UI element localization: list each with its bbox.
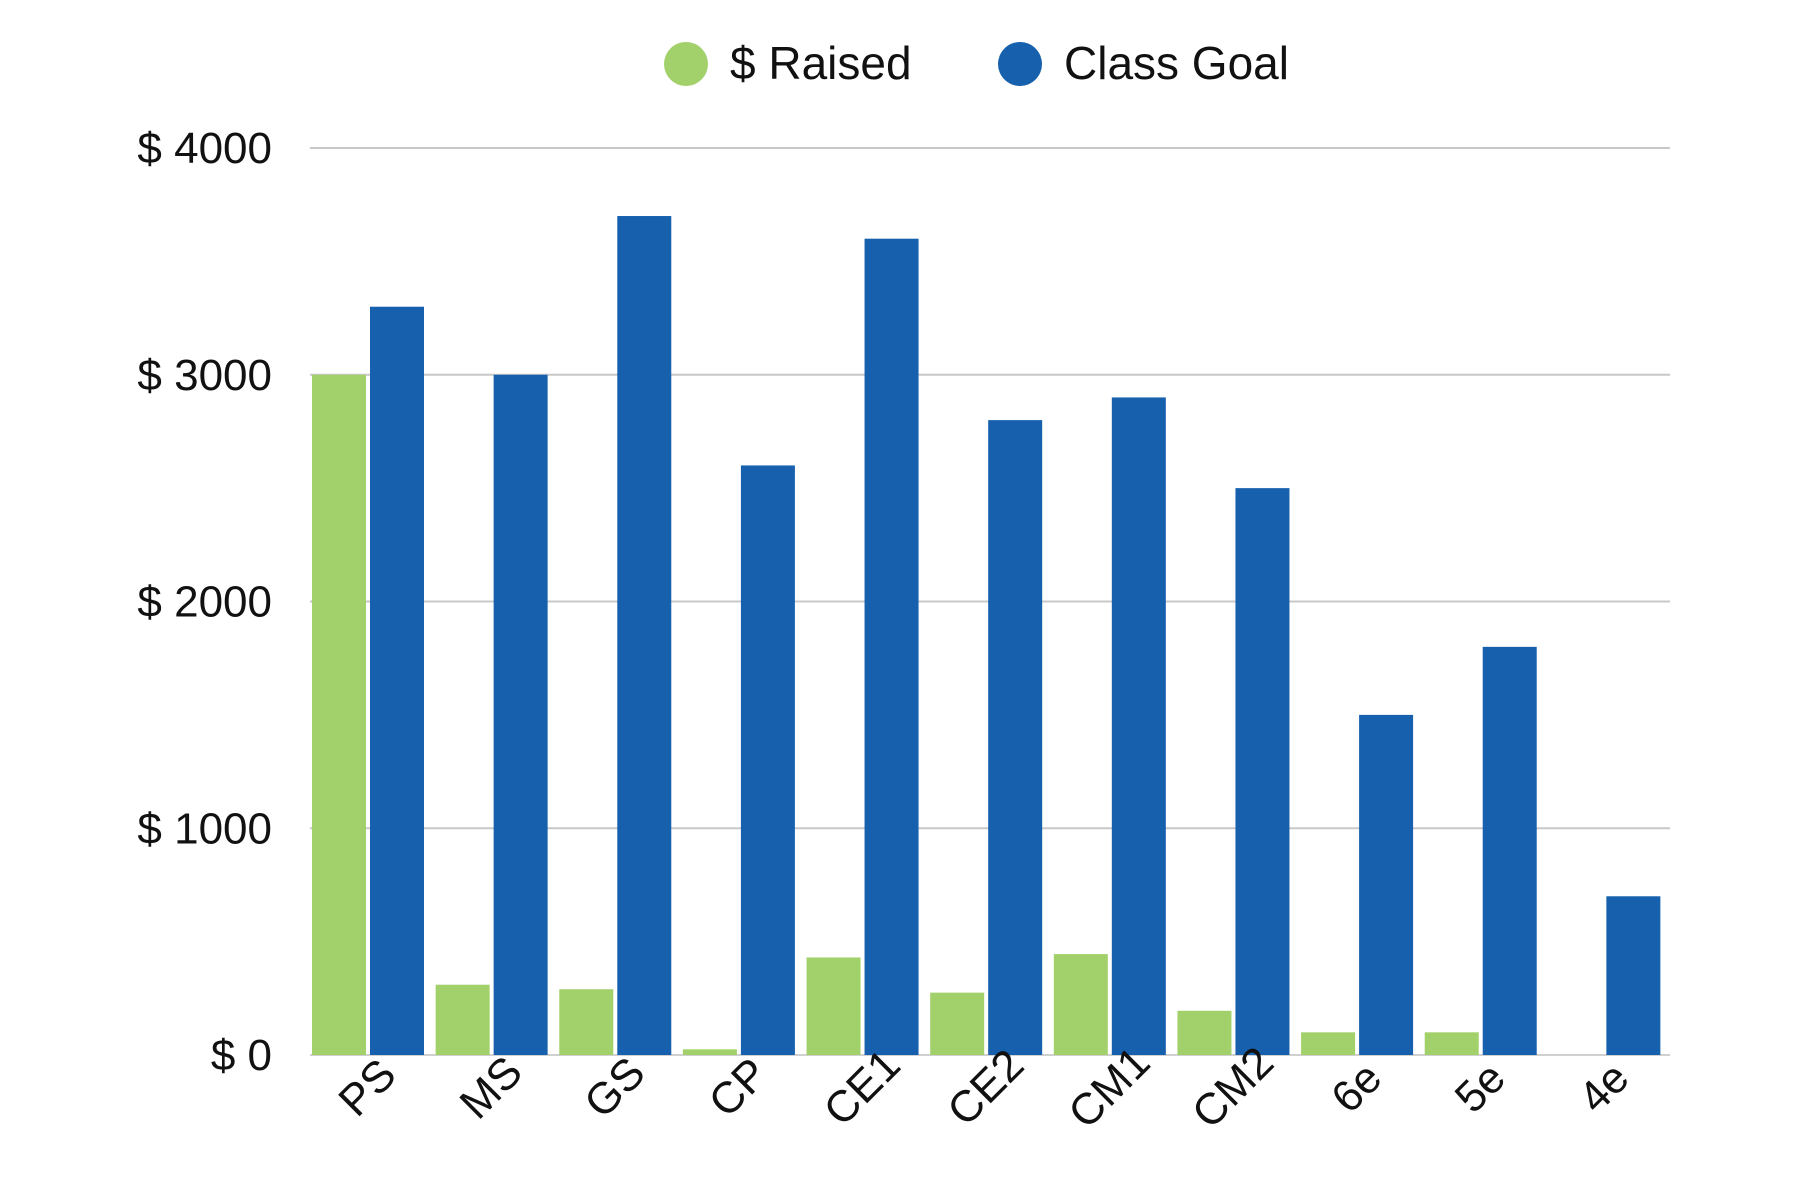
bar-raised-GS — [559, 989, 614, 1055]
bar-raised-PS — [312, 374, 366, 1055]
bar-raised-6e — [1301, 1032, 1356, 1055]
bar-class-goal-CM1 — [1111, 397, 1166, 1055]
bar-group-CM1 — [1053, 397, 1166, 1055]
bar-class-goal-CP — [740, 465, 795, 1055]
bar-group-4e — [1606, 896, 1661, 1055]
bar-class-goal-6e — [1359, 714, 1414, 1055]
x-tick-label: 4e — [1569, 1053, 1638, 1122]
y-axis-tick-labels: $ 0 $ 1000 $ 2000 $ 3000 $ 4000 — [137, 124, 272, 1080]
bar-raised-CP — [682, 1049, 737, 1055]
legend-swatch — [664, 42, 708, 86]
bar-raised-5e — [1424, 1032, 1479, 1055]
bars — [312, 216, 1661, 1056]
bar-class-goal-CE2 — [988, 420, 1043, 1056]
bar-group-CE2 — [930, 420, 1043, 1056]
bar-group-CP — [682, 465, 795, 1055]
x-tick-label: GS — [575, 1048, 655, 1128]
legend: $ Raised Class Goal — [664, 37, 1289, 89]
x-tick-label: PS — [329, 1050, 405, 1126]
bar-class-goal-CM2 — [1235, 488, 1290, 1055]
y-tick-label: $ 1000 — [137, 804, 272, 853]
bar-group-GS — [559, 216, 672, 1055]
bar-group-5e — [1424, 646, 1537, 1055]
bar-class-goal-CE1 — [864, 238, 919, 1055]
y-tick-label: $ 2000 — [137, 578, 272, 627]
bar-class-goal-PS — [370, 306, 424, 1056]
bar-class-goal-GS — [617, 216, 672, 1055]
bar-group-MS — [435, 374, 548, 1055]
bar-group-PS — [312, 306, 424, 1056]
bar-raised-CE2 — [930, 992, 985, 1055]
bar-group-CM2 — [1177, 488, 1290, 1055]
bar-raised-CE1 — [806, 957, 861, 1055]
y-tick-label: $ 3000 — [137, 351, 272, 400]
bar-group-6e — [1301, 714, 1414, 1055]
bar-raised-CM1 — [1053, 954, 1108, 1055]
bar-class-goal-4e — [1606, 896, 1661, 1055]
x-tick-label: MS — [451, 1047, 532, 1128]
bar-group-CE1 — [806, 238, 919, 1055]
x-tick-label: 5e — [1446, 1053, 1515, 1122]
bar-raised-CM2 — [1177, 1010, 1232, 1055]
legend-item: $ Raised — [664, 37, 912, 89]
legend-label: $ Raised — [730, 37, 912, 89]
y-tick-label: $ 4000 — [137, 124, 272, 173]
x-tick-label: 6e — [1322, 1053, 1391, 1122]
bar-raised-MS — [435, 984, 490, 1055]
bar-class-goal-5e — [1482, 646, 1537, 1055]
legend-label: Class Goal — [1064, 37, 1289, 89]
bar-class-goal-MS — [493, 374, 548, 1055]
y-tick-label: $ 0 — [211, 1031, 272, 1080]
x-tick-label: CP — [700, 1049, 778, 1127]
legend-item: Class Goal — [998, 37, 1289, 89]
legend-swatch — [998, 42, 1042, 86]
